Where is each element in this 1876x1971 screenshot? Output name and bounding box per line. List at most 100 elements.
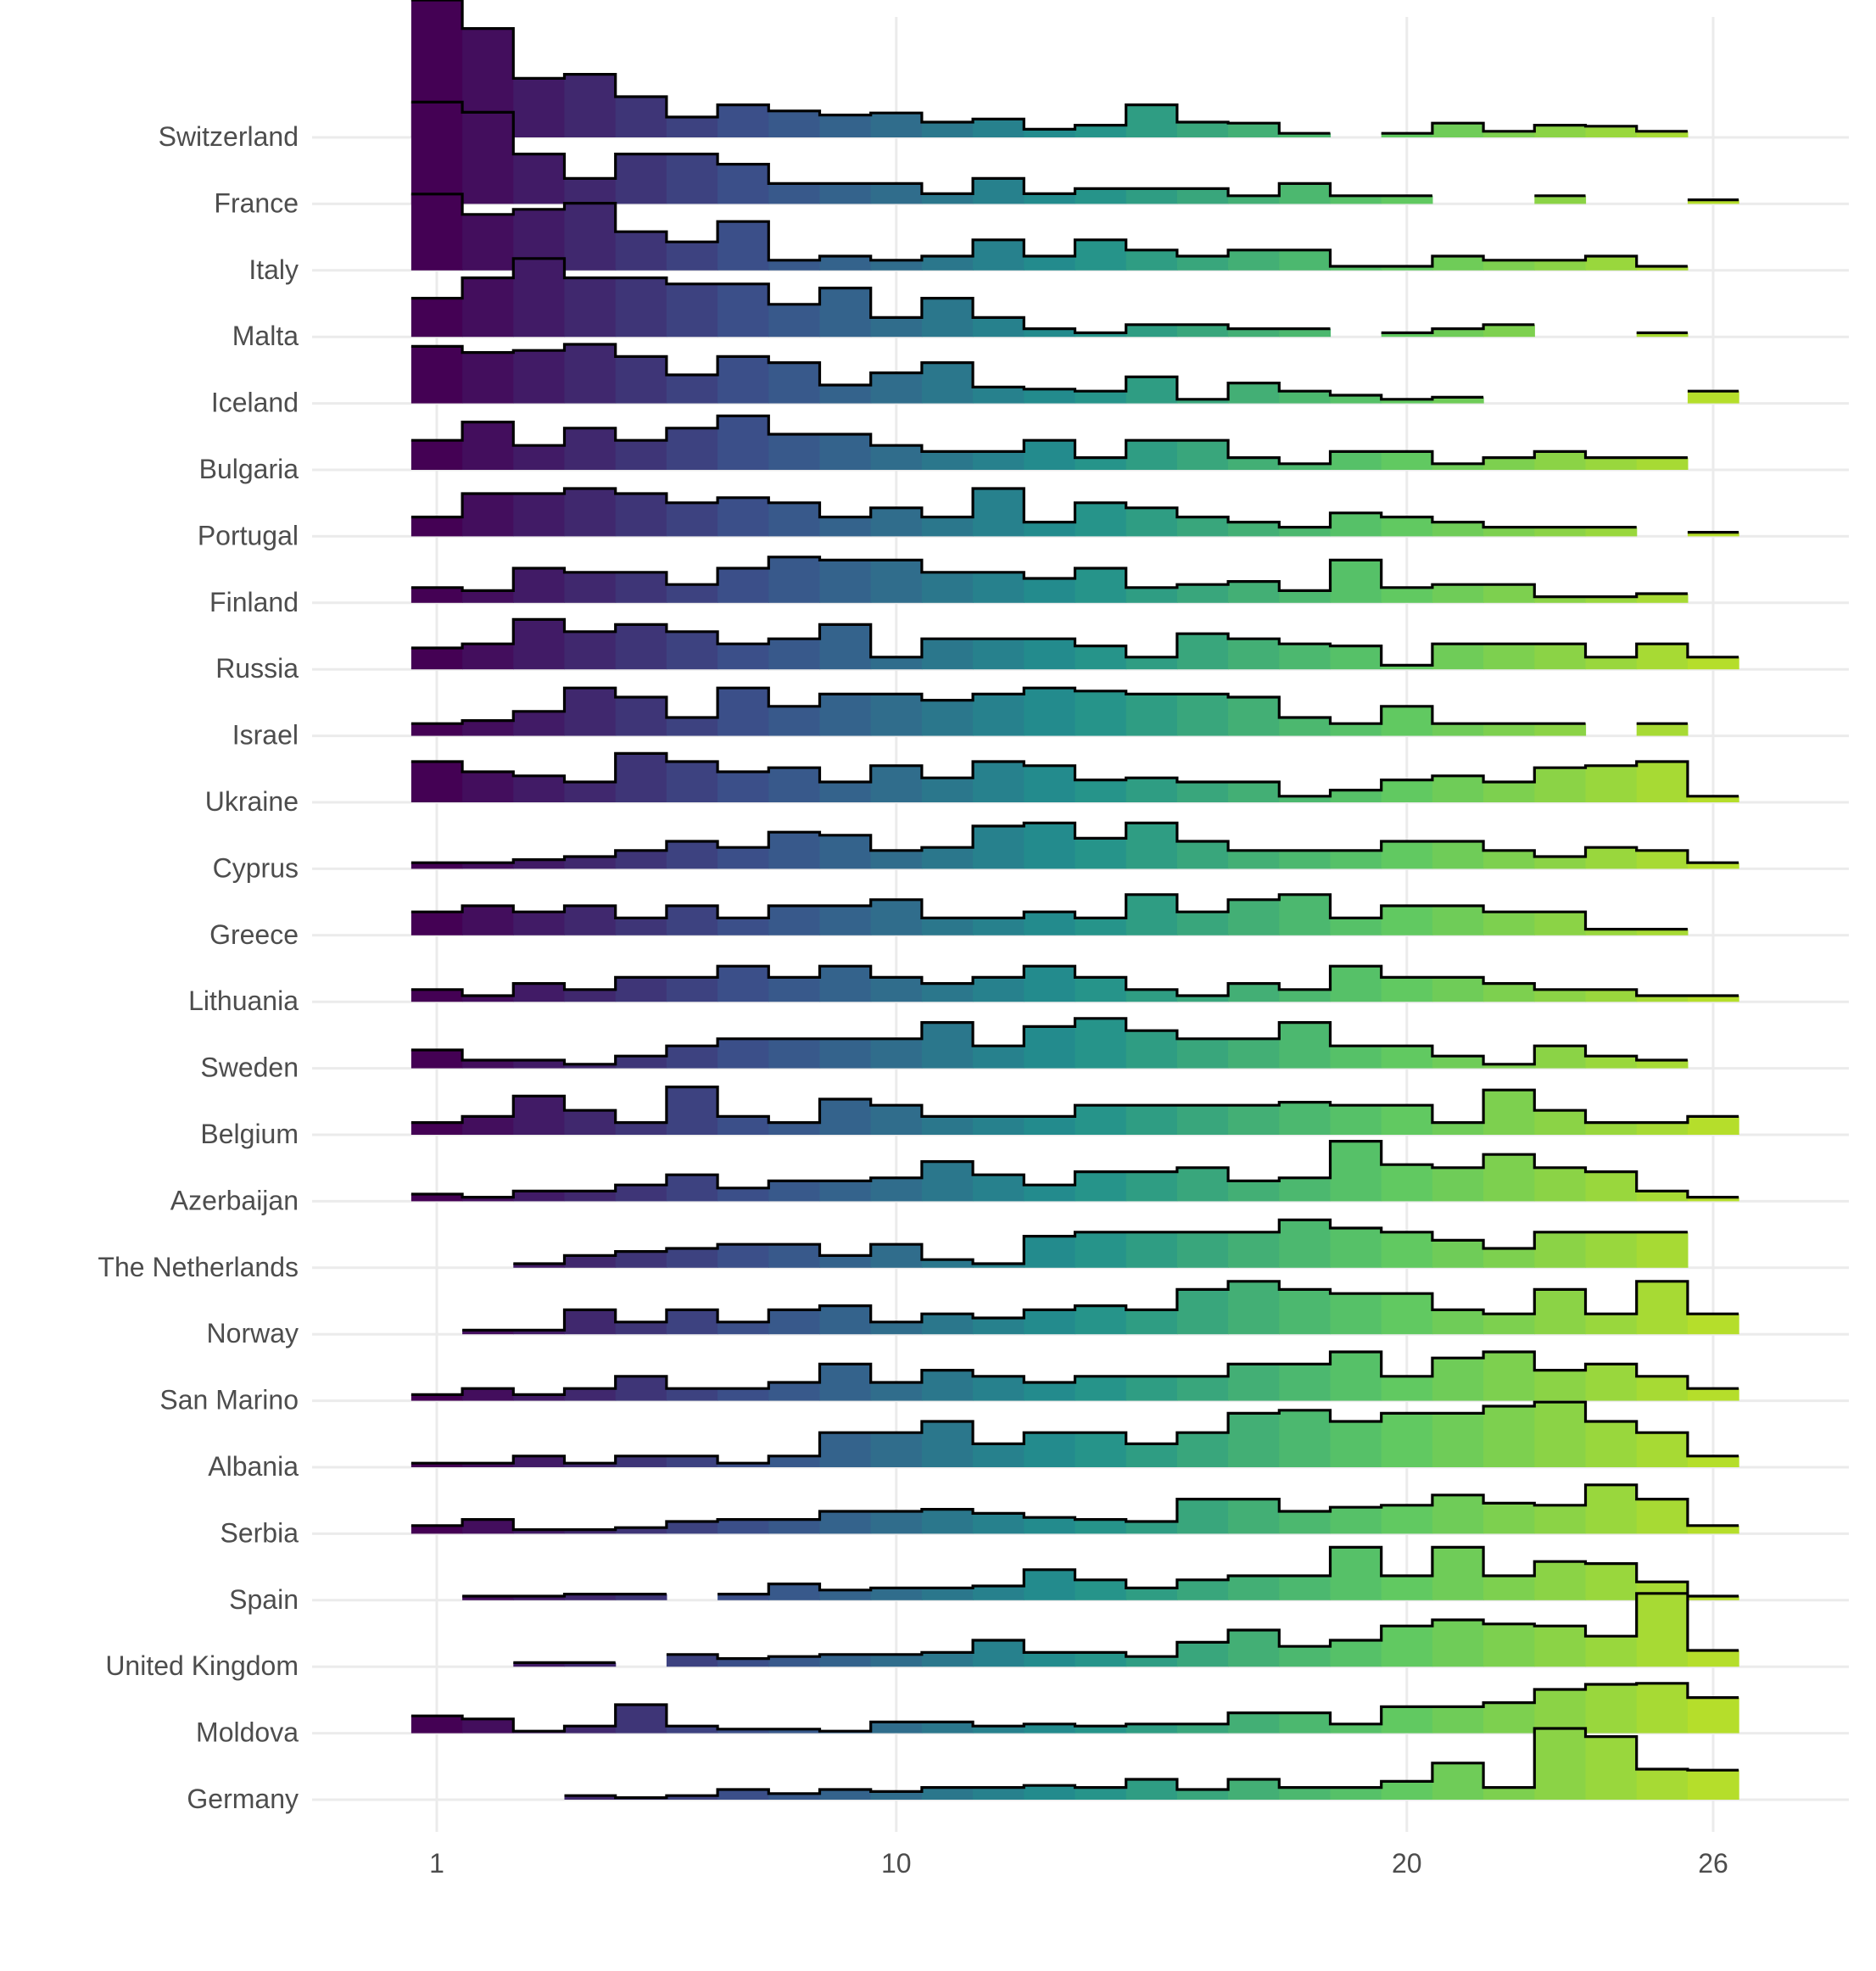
- histogram-bin: [564, 1662, 617, 1667]
- histogram-bin: [1483, 850, 1535, 869]
- histogram-bin: [1534, 1689, 1587, 1734]
- histogram-bin: [1125, 1231, 1178, 1268]
- histogram-bin: [921, 362, 974, 404]
- country-label: Bulgaria: [199, 454, 299, 484]
- histogram-bin: [1075, 838, 1127, 869]
- histogram-bin: [1483, 983, 1535, 1002]
- histogram-bin: [615, 1185, 667, 1202]
- histogram-bin: [1024, 1785, 1076, 1800]
- histogram-bin: [410, 762, 463, 802]
- histogram-bin: [1279, 644, 1332, 670]
- histogram-bin: [462, 772, 514, 802]
- histogram-bin: [1381, 706, 1433, 736]
- histogram-bin: [1279, 590, 1332, 603]
- histogram-bin: [870, 1791, 923, 1800]
- histogram-bin: [1125, 1723, 1178, 1734]
- ridge-series: [410, 414, 1689, 470]
- histogram-bin: [1228, 850, 1280, 869]
- histogram-bin: [1228, 1231, 1280, 1268]
- histogram-bin: [768, 1455, 821, 1467]
- histogram-bin: [1075, 645, 1127, 670]
- histogram-bin: [462, 494, 514, 537]
- country-label: Moldova: [196, 1717, 299, 1748]
- histogram-bin: [1381, 841, 1433, 869]
- country-label: Russia: [215, 653, 299, 684]
- histogram-bin: [513, 494, 566, 537]
- ridge-series: [410, 821, 1739, 869]
- histogram-bin: [819, 434, 872, 470]
- histogram-bin: [1125, 249, 1178, 271]
- histogram-bin: [1228, 1779, 1280, 1800]
- histogram-bin: [410, 1394, 463, 1401]
- histogram-bin: [1075, 239, 1127, 271]
- histogram-bin: [1075, 690, 1127, 736]
- ridge-series: [410, 893, 1689, 935]
- histogram-bin: [1534, 596, 1587, 603]
- histogram-bin: [1176, 1289, 1229, 1335]
- histogram-bin: [410, 1122, 463, 1135]
- histogram-bin: [921, 1259, 974, 1268]
- histogram-bin: [1381, 779, 1433, 802]
- histogram-bin: [1534, 125, 1587, 137]
- histogram-bin: [819, 835, 872, 869]
- histogram-bin: [666, 283, 718, 338]
- ridge-outline: [410, 0, 1688, 135]
- histogram-bin: [1024, 1723, 1076, 1734]
- histogram-bin: [870, 1038, 923, 1069]
- histogram-bin: [921, 1421, 974, 1467]
- country-labels: Switzerland France Italy Malta Iceland Bulgar…: [98, 121, 299, 1814]
- histogram-bin: [717, 497, 769, 537]
- histogram-bin: [819, 1255, 872, 1268]
- histogram-bin: [1432, 1413, 1484, 1467]
- histogram-bin: [1585, 847, 1638, 869]
- histogram-bin: [1125, 507, 1178, 537]
- histogram-bin: [666, 1795, 718, 1800]
- histogram-bin: [1228, 639, 1280, 670]
- ridge-series: [410, 343, 1739, 404]
- histogram-bin: [1432, 463, 1484, 470]
- histogram-bin: [1075, 779, 1127, 802]
- histogram-bin: [921, 122, 974, 137]
- country-label: Spain: [229, 1584, 299, 1615]
- histogram-bin: [1075, 1519, 1127, 1534]
- histogram-bin: [768, 1728, 821, 1734]
- ridge-outline: [564, 1727, 1739, 1800]
- histogram-bin: [1432, 328, 1484, 338]
- histogram-bin: [819, 1038, 872, 1069]
- histogram-bin: [1228, 983, 1280, 1002]
- histogram-bin: [513, 258, 566, 338]
- histogram-bin: [410, 102, 463, 204]
- histogram-bin: [462, 906, 514, 935]
- histogram-bin: [1534, 1402, 1587, 1467]
- histogram-bin: [870, 317, 923, 338]
- ridge-series: [410, 1140, 1739, 1202]
- histogram-bin: [973, 639, 1025, 670]
- histogram-bin: [1330, 918, 1382, 935]
- histogram-bin: [870, 1432, 923, 1467]
- histogram-bin: [973, 918, 1025, 935]
- histogram-bin: [819, 1099, 872, 1135]
- histogram-bin: [921, 451, 974, 470]
- histogram-bin: [973, 451, 1025, 470]
- country-label: The Netherlands: [98, 1252, 299, 1282]
- country-label: Ukraine: [205, 786, 299, 817]
- histogram-bin: [870, 1382, 923, 1401]
- histogram-bin: [1228, 1105, 1280, 1135]
- histogram-bin: [1024, 1185, 1076, 1202]
- histogram-bin: [1432, 1056, 1484, 1069]
- histogram-bin: [1687, 1770, 1739, 1800]
- histogram-bin: [1176, 996, 1229, 1002]
- histogram-bin: [462, 863, 514, 869]
- histogram-bin: [870, 183, 923, 204]
- ridge-outline: [410, 414, 1688, 466]
- histogram-bin: [1330, 1723, 1382, 1734]
- histogram-bin: [564, 1463, 617, 1467]
- histogram-bin: [1534, 1231, 1587, 1268]
- histogram-bin: [768, 706, 821, 736]
- ridge-series: [462, 1280, 1739, 1335]
- histogram-bin: [1636, 762, 1689, 802]
- histogram-bin: [870, 656, 923, 670]
- histogram-bin: [1585, 1736, 1638, 1800]
- histogram-bin: [1534, 1370, 1587, 1401]
- histogram-bin: [1176, 1499, 1229, 1534]
